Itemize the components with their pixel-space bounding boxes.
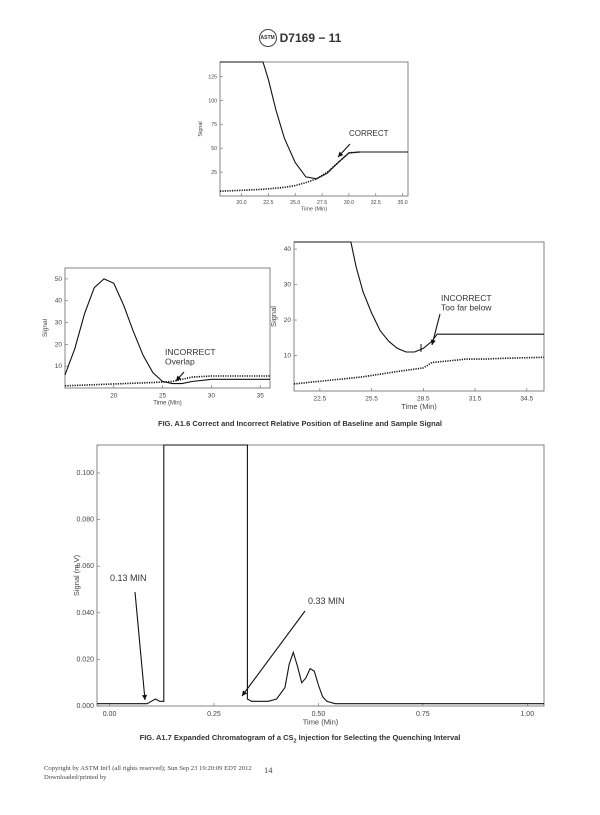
y-tick-label: 0.100 (76, 470, 94, 477)
x-axis-label: Time (Min) (401, 402, 437, 411)
y-tick-label: 10 (284, 353, 292, 360)
x-axis-label: Time (Min) (153, 401, 181, 407)
x-tick-label: 34.5 (520, 396, 533, 403)
plot-frame (96, 444, 545, 707)
x-tick-label: 32.5 (371, 200, 381, 206)
plot-frame (293, 241, 545, 392)
arrowhead (430, 339, 436, 345)
y-tick-label: 125 (208, 74, 217, 80)
y-tick-label: 50 (211, 146, 217, 152)
annotation-label: 0.13 MIN (110, 573, 147, 583)
baseline-series (219, 151, 360, 192)
x-tick-label: 27.5 (317, 200, 327, 206)
y-tick-label: 50 (55, 276, 63, 283)
sample-series (64, 278, 270, 385)
x-axis-label: Time (Min) (301, 207, 327, 213)
y-tick-label: 0.020 (76, 656, 94, 663)
arrowhead (242, 690, 248, 696)
annotation-label: INCORRECT Too far below (441, 293, 492, 313)
x-tick-label: 25.5 (365, 396, 378, 403)
x-tick-label: 25.0 (290, 200, 300, 206)
x-tick-label: 35.0 (398, 200, 408, 206)
figure-caption-a17: FIG. A1.7 Expanded Chromatogram of a CS2… (139, 733, 461, 745)
x-tick-label: 0.25 (207, 711, 221, 718)
x-tick-label: 0.75 (416, 711, 430, 718)
y-axis-label: Signal (269, 306, 278, 327)
x-tick-label: 35 (257, 393, 265, 400)
x-tick-label: 0.00 (103, 711, 117, 718)
page-number: 14 (264, 765, 273, 775)
annotation-arrow (431, 313, 441, 346)
y-tick-label: 40 (284, 246, 292, 253)
y-tick-label: 75 (211, 122, 217, 128)
y-tick-label: 20 (55, 341, 63, 348)
x-tick-label: 22.5 (263, 200, 273, 206)
y-tick-label: 0.080 (76, 517, 94, 524)
annotation-label: CORRECT (349, 129, 389, 138)
y-tick-label: 0.040 (76, 610, 94, 617)
downloaded-line: Downloaded/printed by (44, 774, 107, 781)
document-header: ASTM D7169 − 11 (0, 29, 600, 47)
y-tick-label: 0.000 (76, 703, 94, 710)
x-tick-label: 30 (208, 393, 216, 400)
plot-frame (64, 267, 271, 389)
x-tick-label: 20.0 (236, 200, 246, 206)
y-tick-label: 25 (211, 170, 217, 176)
document-designation: D7169 − 11 (279, 31, 342, 45)
y-axis-label: Signal (198, 121, 204, 136)
figure-caption-a16: FIG. A1.6 Correct and Incorrect Relative… (158, 419, 442, 428)
x-tick-label: 22.5 (314, 396, 327, 403)
x-tick-label: 1.00 (520, 711, 534, 718)
baseline-series (293, 356, 545, 385)
y-tick-label: 10 (55, 363, 63, 370)
sample-series (294, 241, 544, 353)
annotation-arrow (241, 610, 306, 697)
plot-frame (219, 61, 409, 197)
arrowhead (338, 151, 344, 157)
x-tick-label: 20 (110, 393, 118, 400)
y-tick-label: 30 (284, 282, 292, 289)
y-tick-label: 100 (208, 98, 217, 104)
annotation-arrow (134, 591, 146, 701)
y-tick-label: 20 (284, 317, 292, 324)
x-tick-label: 31.5 (469, 396, 482, 403)
y-tick-label: 30 (55, 320, 63, 327)
x-tick-label: 0.50 (312, 711, 326, 718)
astm-logo: ASTM (258, 29, 277, 47)
y-tick-label: 40 (55, 298, 63, 305)
arrowhead (176, 375, 182, 381)
arrowhead (142, 694, 148, 700)
y-tick-label: 0.060 (76, 563, 94, 570)
sample-series (97, 444, 544, 705)
y-axis-label: Signal (42, 318, 49, 337)
annotation-label: 0.33 MIN (308, 596, 345, 606)
x-axis-label: Time (Min) (303, 718, 339, 727)
x-tick-label: 25 (159, 393, 167, 400)
x-tick-label: 30.0 (344, 200, 354, 206)
baseline-series (64, 375, 270, 387)
x-tick-label: 28.5 (417, 396, 430, 403)
y-axis-label: Signal (m V) (72, 554, 81, 596)
annotation-label: INCORRECT Overlap (165, 347, 216, 367)
copyright-line: Copyright by ASTM Int'l (all rights rese… (44, 765, 252, 772)
